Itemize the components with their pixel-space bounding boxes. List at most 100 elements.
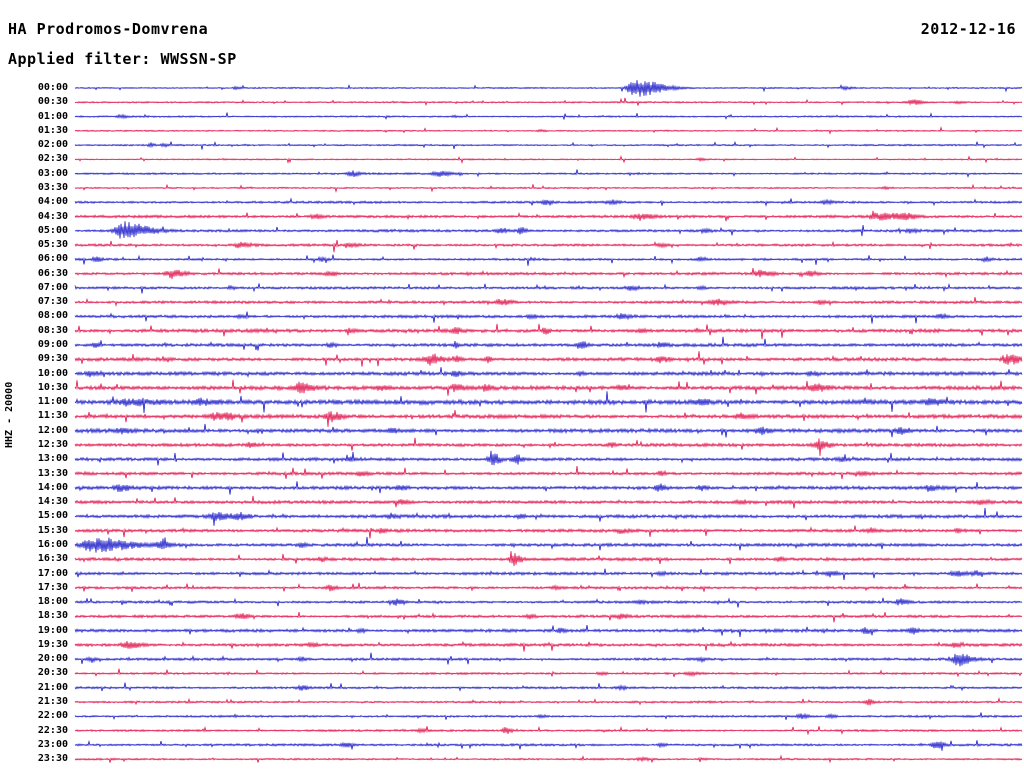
trace-02:30 <box>74 155 1023 164</box>
time-label-18:30: 18:30 <box>37 610 68 622</box>
time-label-10:30: 10:30 <box>37 381 68 393</box>
trace-17:30 <box>74 582 1023 592</box>
time-label-02:00: 02:00 <box>37 139 68 151</box>
trace-05:30 <box>74 239 1023 253</box>
trace-00:00 <box>74 80 1023 97</box>
station-title: HA Prodromos-Domvrena <box>8 20 209 38</box>
time-label-22:00: 22:00 <box>37 710 68 722</box>
trace-19:30 <box>74 640 1023 652</box>
trace-21:00 <box>74 682 1023 692</box>
time-label-07:30: 07:30 <box>37 296 68 308</box>
time-label-12:00: 12:00 <box>37 424 68 436</box>
trace-06:00 <box>74 254 1023 266</box>
time-label-12:30: 12:30 <box>37 439 68 450</box>
time-label-17:30: 17:30 <box>37 581 68 593</box>
time-label-01:00: 01:00 <box>37 110 68 122</box>
trace-10:30 <box>74 379 1023 396</box>
trace-06:30 <box>74 267 1023 279</box>
trace-22:00 <box>74 712 1023 721</box>
date-label: 2012-12-16 <box>920 20 1016 38</box>
time-label-06:00: 06:00 <box>37 253 68 265</box>
trace-23:30 <box>74 754 1023 764</box>
time-label-03:00: 03:00 <box>37 167 68 179</box>
time-label-04:00: 04:00 <box>37 196 68 208</box>
trace-12:00 <box>74 423 1023 438</box>
time-label-15:30: 15:30 <box>37 524 68 536</box>
trace-07:30 <box>74 296 1023 307</box>
time-label-00:30: 00:30 <box>37 96 68 108</box>
trace-13:00 <box>74 450 1023 466</box>
time-label-16:30: 16:30 <box>37 553 68 565</box>
trace-01:30 <box>74 126 1023 135</box>
trace-07:00 <box>74 283 1023 294</box>
trace-16:00 <box>74 536 1023 553</box>
time-label-05:00: 05:00 <box>37 224 68 236</box>
time-label-05:30: 05:30 <box>37 239 68 251</box>
time-label-23:30: 23:30 <box>37 753 68 765</box>
time-label-10:00: 10:00 <box>37 367 68 379</box>
time-label-09:30: 09:30 <box>37 353 68 365</box>
trace-04:00 <box>74 197 1023 207</box>
time-label-19:00: 19:00 <box>37 624 68 636</box>
time-label-21:00: 21:00 <box>37 681 68 693</box>
trace-03:30 <box>74 183 1023 194</box>
time-label-22:30: 22:30 <box>37 724 68 736</box>
time-label-23:00: 23:00 <box>37 738 68 750</box>
time-label-11:00: 11:00 <box>37 396 68 408</box>
trace-18:00 <box>74 597 1023 608</box>
trace-13:30 <box>74 465 1023 479</box>
trace-22:30 <box>74 725 1023 736</box>
time-label-08:00: 08:00 <box>37 310 68 322</box>
trace-21:30 <box>74 697 1023 706</box>
trace-19:00 <box>74 624 1023 638</box>
trace-10:00 <box>74 367 1023 378</box>
time-label-13:00: 13:00 <box>37 453 68 465</box>
time-label-13:30: 13:30 <box>37 467 68 479</box>
time-label-04:30: 04:30 <box>37 210 68 222</box>
trace-20:30 <box>74 668 1023 678</box>
trace-09:30 <box>74 351 1023 367</box>
time-label-14:00: 14:00 <box>37 481 68 493</box>
time-label-20:30: 20:30 <box>37 667 68 679</box>
trace-23:00 <box>74 739 1023 751</box>
time-label-09:00: 09:00 <box>37 339 68 351</box>
time-label-03:30: 03:30 <box>37 181 68 193</box>
time-label-06:30: 06:30 <box>37 267 68 279</box>
filter-label: Applied filter: WWSSN-SP <box>8 50 237 68</box>
trace-08:30 <box>74 323 1023 340</box>
time-axis: 00:00 00:30 01:00 01:30 02:00 02:30 03:00 03:30… <box>0 0 68 780</box>
time-label-15:00: 15:00 <box>37 510 68 522</box>
trace-16:30 <box>74 551 1023 567</box>
trace-11:00 <box>74 391 1023 413</box>
trace-01:00 <box>74 112 1023 120</box>
time-label-17:00: 17:00 <box>37 567 68 579</box>
trace-11:30 <box>74 410 1023 427</box>
trace-15:00 <box>74 507 1023 526</box>
trace-09:00 <box>74 336 1023 351</box>
time-label-08:30: 08:30 <box>37 324 68 336</box>
time-label-14:30: 14:30 <box>37 496 68 508</box>
time-label-00:00: 00:00 <box>37 82 68 93</box>
trace-14:30 <box>74 495 1023 509</box>
trace-15:30 <box>74 525 1023 539</box>
time-label-19:30: 19:30 <box>37 638 68 650</box>
trace-04:30 <box>74 210 1023 222</box>
trace-14:00 <box>74 481 1023 495</box>
trace-00:30 <box>74 97 1023 107</box>
trace-05:00 <box>74 221 1023 239</box>
time-label-18:00: 18:00 <box>37 596 68 608</box>
trace-20:00 <box>74 652 1023 667</box>
time-label-16:00: 16:00 <box>37 538 68 550</box>
time-label-21:30: 21:30 <box>37 696 68 708</box>
trace-12:30 <box>74 437 1023 456</box>
time-label-20:00: 20:00 <box>37 653 68 665</box>
trace-03:00 <box>74 169 1023 178</box>
trace-17:00 <box>74 568 1023 581</box>
time-label-07:00: 07:00 <box>37 281 68 293</box>
trace-08:00 <box>74 311 1023 324</box>
time-label-02:30: 02:30 <box>37 153 68 165</box>
trace-02:00 <box>74 140 1023 150</box>
trace-18:30 <box>74 611 1023 623</box>
